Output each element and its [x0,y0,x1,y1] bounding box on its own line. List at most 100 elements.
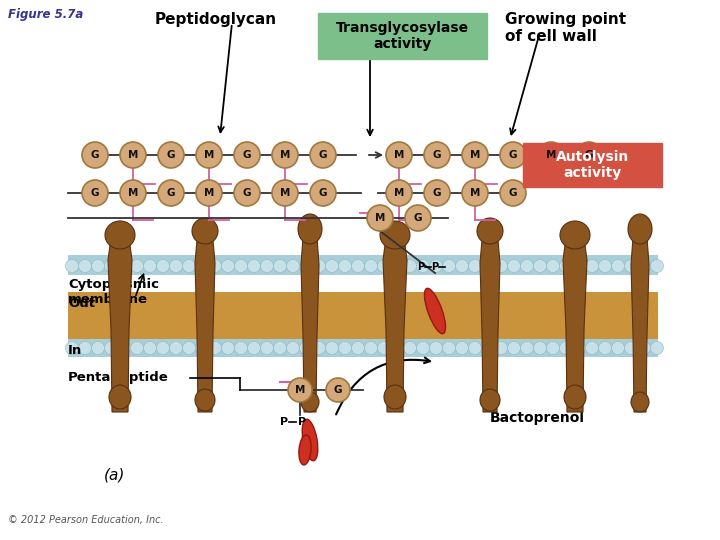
Ellipse shape [380,221,410,249]
Polygon shape [195,223,215,412]
Circle shape [117,260,130,273]
Text: M: M [128,150,138,160]
Circle shape [78,341,91,354]
Circle shape [78,260,91,273]
Circle shape [443,341,456,354]
Circle shape [143,260,156,273]
Circle shape [274,260,287,273]
Circle shape [158,142,184,168]
Text: P: P [418,262,425,272]
Circle shape [611,260,624,273]
Polygon shape [563,227,587,412]
Circle shape [310,180,336,206]
Ellipse shape [480,389,500,411]
Bar [68,339,658,357]
Circle shape [169,341,182,354]
Circle shape [364,260,377,273]
Text: M: M [394,188,404,198]
Text: M: M [470,188,480,198]
Circle shape [351,341,364,354]
Circle shape [300,260,312,273]
Circle shape [462,142,488,168]
Circle shape [326,378,350,402]
Text: M: M [394,150,404,160]
Circle shape [261,341,274,354]
Text: Bactoprenol: Bactoprenol [490,411,585,425]
Ellipse shape [302,419,318,461]
Circle shape [637,341,650,354]
Circle shape [104,341,117,354]
Text: Out: Out [68,297,95,310]
Text: P: P [280,417,288,427]
Text: Peptidoglycan: Peptidoglycan [155,12,277,27]
Circle shape [248,341,261,354]
Circle shape [482,260,495,273]
Circle shape [312,260,325,273]
Circle shape [546,260,559,273]
Ellipse shape [105,221,135,249]
FancyBboxPatch shape [523,143,662,187]
Circle shape [650,341,664,354]
Circle shape [234,142,260,168]
Text: M: M [204,188,214,198]
Text: G: G [319,150,328,160]
Ellipse shape [628,214,652,244]
Circle shape [576,142,602,168]
Circle shape [456,260,469,273]
Circle shape [403,260,416,273]
Circle shape [209,341,222,354]
Text: G: G [414,213,422,223]
Circle shape [120,142,146,168]
Circle shape [572,260,585,273]
Circle shape [234,180,260,206]
Circle shape [130,341,143,354]
Text: © 2012 Pearson Education, Inc.: © 2012 Pearson Education, Inc. [8,515,163,525]
Circle shape [430,260,443,273]
Circle shape [508,341,521,354]
Text: P: P [298,417,306,427]
Circle shape [585,260,598,273]
Circle shape [66,260,78,273]
Circle shape [196,260,209,273]
Circle shape [500,180,526,206]
Circle shape [91,260,104,273]
Text: G: G [433,188,441,198]
Ellipse shape [477,218,503,244]
Text: (a): (a) [104,468,126,483]
Circle shape [235,341,248,354]
Circle shape [117,341,130,354]
Circle shape [158,180,184,206]
Text: G: G [334,385,342,395]
Circle shape [182,260,196,273]
Circle shape [546,341,559,354]
Text: G: G [243,188,251,198]
Circle shape [274,341,287,354]
Text: G: G [509,150,517,160]
Polygon shape [383,227,407,412]
Circle shape [169,260,182,273]
Text: Transglycosylase
activity: Transglycosylase activity [336,21,469,51]
Circle shape [611,341,624,354]
Circle shape [338,341,351,354]
Circle shape [66,341,78,354]
Text: G: G [91,150,99,160]
Text: G: G [433,150,441,160]
Text: M: M [204,150,214,160]
Ellipse shape [384,385,406,409]
Text: G: G [509,188,517,198]
Text: G: G [167,188,175,198]
Circle shape [521,341,534,354]
Text: M: M [375,213,385,223]
Text: M: M [280,150,290,160]
Circle shape [300,341,312,354]
Circle shape [424,180,450,206]
Text: G: G [91,188,99,198]
Ellipse shape [631,392,649,412]
Circle shape [272,142,298,168]
Circle shape [416,341,430,354]
Text: G: G [243,150,251,160]
Text: Growing point
of cell wall: Growing point of cell wall [505,12,626,44]
Circle shape [416,260,430,273]
Circle shape [624,260,637,273]
Circle shape [462,180,488,206]
